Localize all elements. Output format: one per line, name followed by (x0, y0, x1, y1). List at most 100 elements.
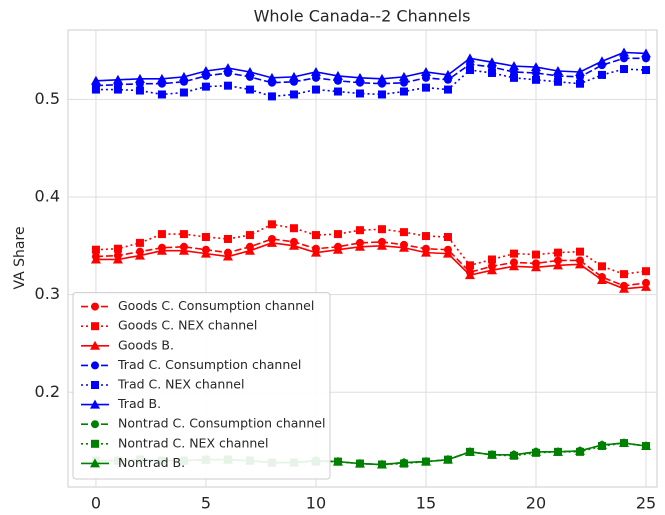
marker (531, 250, 540, 259)
marker (553, 77, 562, 86)
marker (267, 220, 276, 229)
marker (574, 445, 585, 455)
marker (508, 261, 519, 271)
marker (332, 456, 343, 466)
marker (91, 361, 99, 370)
legend-label: Nontrad C. Consumption channel (118, 416, 325, 431)
marker (91, 420, 99, 429)
marker (90, 399, 100, 409)
x-tick-label: 25 (636, 494, 656, 513)
marker (464, 446, 475, 456)
marker (377, 90, 386, 99)
marker (333, 230, 342, 239)
marker (420, 66, 431, 76)
marker (398, 242, 409, 252)
marker (354, 241, 365, 251)
marker (465, 261, 474, 270)
y-axis-label: VA Share (12, 226, 28, 289)
marker (156, 245, 167, 255)
marker (201, 82, 210, 91)
marker (91, 439, 99, 448)
x-tick-label: 15 (416, 494, 436, 513)
marker (619, 270, 628, 279)
marker (443, 233, 452, 242)
legend-label: Goods C. Consumption channel (118, 298, 314, 313)
marker (596, 56, 607, 66)
marker (289, 224, 298, 233)
series-line (95, 242, 647, 290)
marker (442, 248, 453, 258)
marker (157, 230, 166, 239)
marker (619, 65, 628, 74)
marker (333, 87, 342, 96)
marker (376, 240, 387, 250)
marker (486, 449, 497, 459)
marker (288, 71, 299, 81)
marker (200, 66, 211, 76)
marker (355, 226, 364, 235)
marker (486, 265, 497, 275)
marker (442, 454, 453, 464)
marker (179, 88, 188, 97)
x-tick-label: 0 (91, 494, 101, 513)
marker (91, 85, 100, 94)
marker (178, 245, 189, 255)
marker (355, 89, 364, 98)
marker (641, 66, 650, 75)
marker (420, 456, 431, 466)
marker (266, 237, 277, 247)
marker (134, 250, 145, 260)
marker (113, 85, 122, 94)
marker (91, 381, 99, 389)
marker (311, 231, 320, 240)
marker (530, 62, 541, 72)
y-tick-label: 0.5 (35, 89, 60, 108)
marker (112, 254, 123, 264)
y-tick-label: 0.2 (35, 382, 60, 401)
marker (332, 244, 343, 254)
marker (288, 240, 299, 250)
marker (90, 254, 101, 264)
marker (179, 230, 188, 239)
marker (641, 267, 650, 276)
marker (310, 247, 321, 257)
marker (464, 270, 475, 280)
marker (420, 247, 431, 257)
marker (377, 225, 386, 234)
marker (509, 249, 518, 258)
marker (200, 248, 211, 258)
marker (91, 322, 99, 331)
marker (222, 63, 233, 73)
marker (553, 248, 562, 257)
marker (113, 244, 122, 253)
x-tick-label: 5 (201, 494, 211, 513)
legend-label: Trad C. NEX channel (117, 377, 244, 392)
marker (465, 66, 474, 75)
marker (640, 48, 651, 58)
marker (354, 72, 365, 82)
marker (332, 70, 343, 80)
marker (487, 255, 496, 264)
marker (90, 75, 101, 85)
legend-label: Trad B. (117, 396, 161, 411)
marker (245, 85, 254, 94)
marker (531, 75, 540, 84)
marker (398, 457, 409, 467)
marker (464, 53, 475, 63)
marker (135, 238, 144, 247)
marker (443, 85, 452, 94)
x-tick-label: 20 (526, 494, 546, 513)
marker (223, 81, 232, 90)
marker (421, 83, 430, 92)
marker (201, 233, 210, 242)
marker (530, 262, 541, 272)
legend: Goods C. Consumption channel Goods C. NEX… (72, 292, 331, 480)
marker (90, 340, 100, 350)
marker (244, 245, 255, 255)
marker (135, 86, 144, 95)
marker (530, 446, 541, 456)
marker (289, 90, 298, 99)
marker (442, 69, 453, 79)
marker (574, 66, 585, 76)
legend-label: Goods B. (118, 337, 174, 352)
